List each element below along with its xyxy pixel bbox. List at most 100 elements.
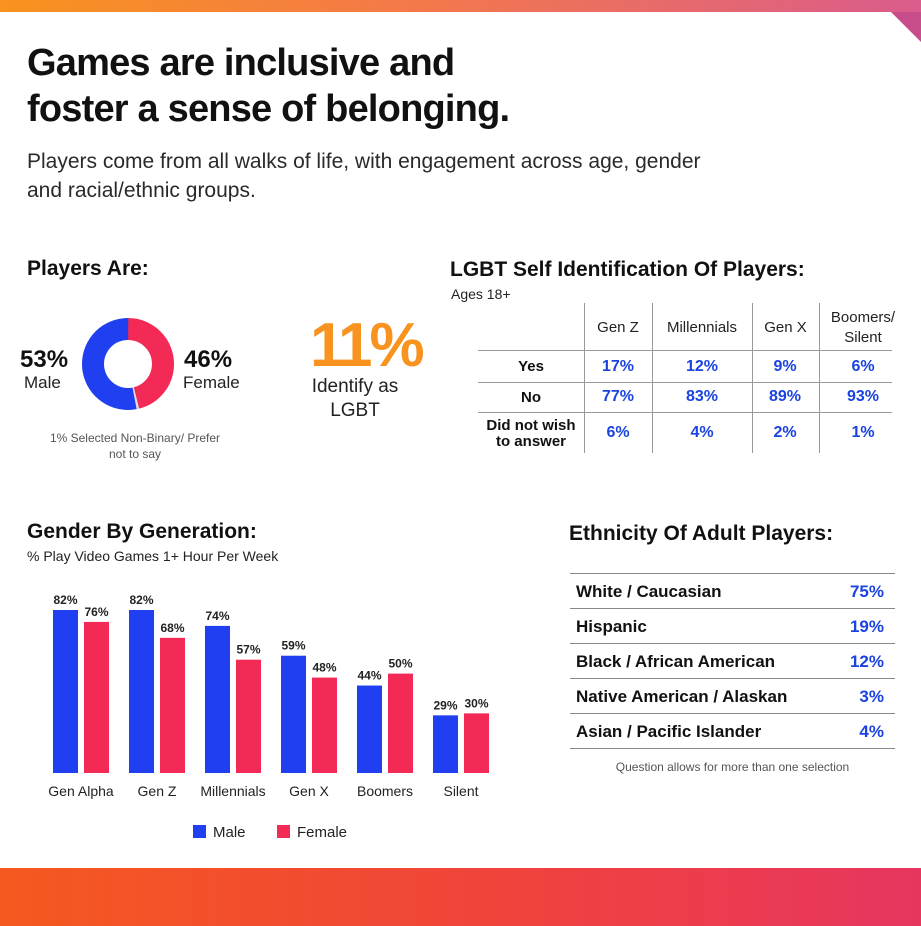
bar-male-gen-x (281, 655, 306, 773)
ethnicity-value: 12% (849, 652, 884, 671)
table-rule (478, 412, 892, 413)
gender-generation-heading: Gender By Generation: (27, 520, 257, 543)
lgbt-table-heading: LGBT Self Identification Of Players: (450, 258, 805, 281)
table-cell: 6% (851, 358, 875, 375)
table-cell: 93% (846, 388, 880, 405)
ethnicity-note: Question allows for more than one select… (615, 760, 850, 774)
male-label: Male (24, 373, 61, 392)
data-label: 48% (312, 661, 336, 675)
table-col-header: Gen X (764, 319, 807, 336)
gender-generation-bar-chart: 82% 76% Gen Alpha 82% 68% Gen Z 74% 57% Millenni… (48, 593, 489, 799)
bottom-gradient-bar (0, 868, 921, 926)
gender-generation-subheading: % Play Video Games 1+ Hour Per Week (27, 548, 279, 564)
table-rule (478, 382, 892, 383)
table-cell: 77% (601, 388, 635, 405)
table-cell: 12% (685, 358, 719, 375)
data-label: 30% (464, 696, 488, 710)
ethnicity-rule (570, 573, 895, 574)
bar-female-boomers (388, 673, 413, 773)
bar-female-gen-z (160, 637, 185, 773)
bar-female-gen-x (312, 677, 337, 773)
legend-male-label: Male (213, 824, 246, 841)
category-label: Boomers (357, 783, 413, 799)
table-cell: 2% (773, 424, 797, 441)
table-cell: 4% (690, 424, 714, 441)
donut-slice-male (82, 318, 174, 410)
lgbt-label: Identify as LGBT (311, 376, 399, 421)
players-are-heading: Players Are: (27, 257, 149, 280)
bar-female-millennials (236, 659, 261, 773)
ethnicity-name: Black / African American (576, 652, 776, 671)
table-cell: 6% (606, 424, 630, 441)
ethnicity-rule (570, 713, 895, 714)
non-binary-note: 1% Selected Non-Binary/ Prefer not to sa… (49, 431, 221, 461)
data-label: 57% (236, 643, 260, 657)
table-row-label: Yes (518, 358, 544, 375)
gender-donut-chart (82, 318, 174, 410)
table-cell: 9% (773, 358, 797, 375)
bar-male-gen-z (129, 610, 154, 773)
data-label: 44% (357, 669, 381, 683)
male-percent: 53% (20, 346, 69, 373)
ethnicity-name: White / Caucasian (576, 582, 722, 601)
table-divider (752, 303, 753, 453)
page-title: Games are inclusive and foster a sense o… (27, 42, 510, 130)
legend-swatch-female (277, 825, 290, 838)
data-label: 74% (205, 609, 229, 623)
top-gradient-bar (0, 0, 921, 12)
table-divider (584, 303, 585, 453)
data-label: 50% (388, 657, 412, 671)
ethnicity-rule (570, 608, 895, 609)
table-cell: 89% (768, 388, 802, 405)
table-divider (652, 303, 653, 453)
table-col-header: Boomers/ Silent (830, 309, 896, 346)
bar-male-gen-alpha (53, 610, 78, 773)
category-label: Gen Z (138, 783, 177, 799)
lgbt-table-subheading: Ages 18+ (451, 286, 511, 302)
category-label: Millennials (200, 783, 265, 799)
ethnicity-value: 75% (849, 582, 884, 601)
ethnicity-name: Asian / Pacific Islander (576, 722, 762, 741)
bar-female-gen-alpha (84, 621, 109, 773)
table-cell: 1% (851, 424, 875, 441)
bar-male-millennials (205, 625, 230, 773)
ethnicity-value: 3% (859, 687, 884, 706)
female-label: Female (183, 373, 240, 392)
ethnicity-value: 19% (849, 617, 884, 636)
ethnicity-rule (570, 748, 895, 749)
corner-accent (891, 12, 921, 42)
table-cell: 83% (685, 388, 719, 405)
bar-female-silent (464, 713, 489, 773)
ethnicity-name: Native American / Alaskan (576, 687, 788, 706)
data-label: 82% (129, 593, 153, 607)
table-rule (478, 350, 892, 351)
ethnicity-heading: Ethnicity Of Adult Players: (569, 522, 834, 545)
table-col-header: Gen Z (597, 319, 639, 336)
lgbt-percent: 11% (310, 311, 425, 380)
category-label: Gen X (289, 783, 329, 799)
table-row-label: Did not wish to answer (486, 417, 576, 450)
category-label: Gen Alpha (48, 783, 114, 799)
bar-male-boomers (357, 685, 382, 773)
legend-swatch-male (193, 825, 206, 838)
data-label: 82% (53, 593, 77, 607)
legend-male: Male (193, 824, 246, 841)
page-subtitle: Players come from all walks of life, wit… (27, 150, 701, 202)
table-col-header: Millennials (666, 319, 738, 336)
table-cell: 17% (601, 358, 635, 375)
bar-male-silent (433, 715, 458, 773)
data-label: 29% (433, 698, 457, 712)
data-label: 76% (84, 605, 108, 619)
ethnicity-value: 4% (859, 722, 884, 741)
legend-female-label: Female (297, 824, 348, 841)
legend-female: Female (277, 824, 347, 841)
female-percent: 46% (184, 346, 233, 373)
data-label: 68% (160, 621, 184, 635)
ethnicity-rule (570, 678, 895, 679)
ethnicity-name: Hispanic (576, 617, 647, 636)
table-row-label: No (521, 389, 541, 406)
data-label: 59% (281, 639, 305, 653)
category-label: Silent (443, 783, 478, 799)
table-divider (819, 303, 820, 453)
ethnicity-rule (570, 643, 895, 644)
